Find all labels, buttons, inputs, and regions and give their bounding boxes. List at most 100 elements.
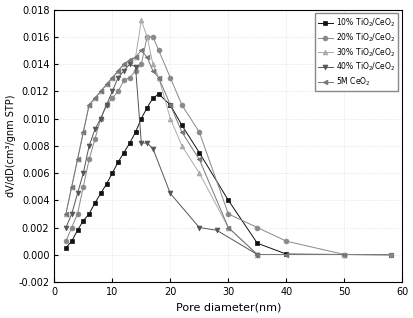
40% TiO$_2$/CeO$_2$ <box>167 191 172 195</box>
30% TiO$_2$/CeO$_2$ <box>92 96 97 100</box>
30% TiO$_2$/CeO$_2$ <box>69 185 74 189</box>
40% TiO$_2$/CeO$_2$ <box>127 62 132 66</box>
20% TiO$_2$/CeO$_2$ <box>138 62 143 66</box>
30% TiO$_2$/CeO$_2$ <box>150 62 155 66</box>
10% TiO$_2$/CeO$_2$ <box>109 171 114 175</box>
5M CeO$_2$ <box>127 58 132 62</box>
20% TiO$_2$/CeO$_2$ <box>179 103 184 107</box>
40% TiO$_2$/CeO$_2$ <box>150 147 155 150</box>
5M CeO$_2$ <box>115 69 120 73</box>
30% TiO$_2$/CeO$_2$ <box>63 212 68 216</box>
40% TiO$_2$/CeO$_2$ <box>196 226 201 230</box>
30% TiO$_2$/CeO$_2$ <box>138 18 143 22</box>
40% TiO$_2$/CeO$_2$ <box>81 171 85 175</box>
5M CeO$_2$ <box>104 83 109 86</box>
30% TiO$_2$/CeO$_2$ <box>341 252 346 256</box>
20% TiO$_2$/CeO$_2$ <box>69 226 74 230</box>
40% TiO$_2$/CeO$_2$ <box>138 141 143 145</box>
30% TiO$_2$/CeO$_2$ <box>121 62 126 66</box>
30% TiO$_2$/CeO$_2$ <box>254 252 259 256</box>
30% TiO$_2$/CeO$_2$ <box>86 103 91 107</box>
5M CeO$_2$ <box>75 157 80 161</box>
10% TiO$_2$/CeO$_2$ <box>179 123 184 127</box>
5M CeO$_2$ <box>254 252 259 256</box>
5M CeO$_2$ <box>69 185 74 189</box>
30% TiO$_2$/CeO$_2$ <box>104 83 109 86</box>
10% TiO$_2$/CeO$_2$ <box>81 219 85 223</box>
40% TiO$_2$/CeO$_2$ <box>214 228 218 232</box>
20% TiO$_2$/CeO$_2$ <box>104 103 109 107</box>
40% TiO$_2$/CeO$_2$ <box>133 65 138 69</box>
20% TiO$_2$/CeO$_2$ <box>144 35 149 39</box>
20% TiO$_2$/CeO$_2$ <box>156 49 161 52</box>
40% TiO$_2$/CeO$_2$ <box>115 76 120 80</box>
5M CeO$_2$ <box>63 212 68 216</box>
10% TiO$_2$/CeO$_2$ <box>104 182 109 186</box>
20% TiO$_2$/CeO$_2$ <box>133 69 138 73</box>
20% TiO$_2$/CeO$_2$ <box>81 185 85 189</box>
10% TiO$_2$/CeO$_2$ <box>63 246 68 250</box>
Line: 5M CeO$_2$: 5M CeO$_2$ <box>63 48 346 257</box>
20% TiO$_2$/CeO$_2$ <box>63 239 68 243</box>
40% TiO$_2$/CeO$_2$ <box>69 212 74 216</box>
10% TiO$_2$/CeO$_2$ <box>196 151 201 155</box>
20% TiO$_2$/CeO$_2$ <box>225 212 230 216</box>
Y-axis label: dV/dD(cm³/gnm STP): dV/dD(cm³/gnm STP) <box>5 94 16 197</box>
30% TiO$_2$/CeO$_2$ <box>115 69 120 73</box>
Line: 40% TiO$_2$/CeO$_2$: 40% TiO$_2$/CeO$_2$ <box>63 62 259 257</box>
10% TiO$_2$/CeO$_2$ <box>254 241 259 245</box>
20% TiO$_2$/CeO$_2$ <box>75 212 80 216</box>
20% TiO$_2$/CeO$_2$ <box>167 76 172 80</box>
20% TiO$_2$/CeO$_2$ <box>109 96 114 100</box>
5M CeO$_2$ <box>156 76 161 80</box>
30% TiO$_2$/CeO$_2$ <box>156 76 161 80</box>
20% TiO$_2$/CeO$_2$ <box>121 79 126 82</box>
30% TiO$_2$/CeO$_2$ <box>127 58 132 62</box>
10% TiO$_2$/CeO$_2$ <box>225 198 230 202</box>
10% TiO$_2$/CeO$_2$ <box>92 201 97 205</box>
30% TiO$_2$/CeO$_2$ <box>196 171 201 175</box>
5M CeO$_2$ <box>283 252 288 256</box>
30% TiO$_2$/CeO$_2$ <box>225 226 230 230</box>
20% TiO$_2$/CeO$_2$ <box>127 76 132 80</box>
20% TiO$_2$/CeO$_2$ <box>196 130 201 134</box>
10% TiO$_2$/CeO$_2$ <box>156 92 161 96</box>
20% TiO$_2$/CeO$_2$ <box>341 252 346 256</box>
20% TiO$_2$/CeO$_2$ <box>283 239 288 243</box>
5M CeO$_2$ <box>196 157 201 161</box>
30% TiO$_2$/CeO$_2$ <box>179 144 184 148</box>
5M CeO$_2$ <box>81 130 85 134</box>
10% TiO$_2$/CeO$_2$ <box>98 191 103 195</box>
40% TiO$_2$/CeO$_2$ <box>104 103 109 107</box>
20% TiO$_2$/CeO$_2$ <box>254 226 259 230</box>
20% TiO$_2$/CeO$_2$ <box>387 253 392 257</box>
Line: 30% TiO$_2$/CeO$_2$: 30% TiO$_2$/CeO$_2$ <box>63 18 346 257</box>
30% TiO$_2$/CeO$_2$ <box>81 130 85 134</box>
10% TiO$_2$/CeO$_2$ <box>133 130 138 134</box>
40% TiO$_2$/CeO$_2$ <box>254 252 259 256</box>
10% TiO$_2$/CeO$_2$ <box>86 212 91 216</box>
10% TiO$_2$/CeO$_2$ <box>127 141 132 145</box>
20% TiO$_2$/CeO$_2$ <box>98 117 103 121</box>
5M CeO$_2$ <box>144 55 149 59</box>
30% TiO$_2$/CeO$_2$ <box>98 89 103 93</box>
5M CeO$_2$ <box>86 103 91 107</box>
X-axis label: Pore diameter(nm): Pore diameter(nm) <box>175 302 280 313</box>
10% TiO$_2$/CeO$_2$ <box>69 239 74 243</box>
20% TiO$_2$/CeO$_2$ <box>115 89 120 93</box>
10% TiO$_2$/CeO$_2$ <box>121 151 126 155</box>
30% TiO$_2$/CeO$_2$ <box>109 76 114 80</box>
10% TiO$_2$/CeO$_2$ <box>150 96 155 100</box>
40% TiO$_2$/CeO$_2$ <box>98 117 103 121</box>
5M CeO$_2$ <box>133 55 138 59</box>
10% TiO$_2$/CeO$_2$ <box>75 228 80 232</box>
5M CeO$_2$ <box>121 62 126 66</box>
5M CeO$_2$ <box>150 69 155 73</box>
40% TiO$_2$/CeO$_2$ <box>86 144 91 148</box>
10% TiO$_2$/CeO$_2$ <box>283 252 288 256</box>
40% TiO$_2$/CeO$_2$ <box>75 191 80 195</box>
10% TiO$_2$/CeO$_2$ <box>138 117 143 121</box>
5M CeO$_2$ <box>341 252 346 256</box>
20% TiO$_2$/CeO$_2$ <box>86 157 91 161</box>
10% TiO$_2$/CeO$_2$ <box>341 252 346 256</box>
